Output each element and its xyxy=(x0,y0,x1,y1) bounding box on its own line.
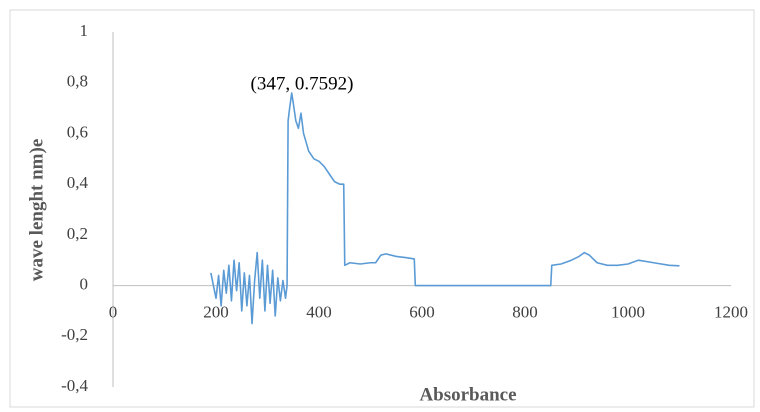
x-tick-label: 600 xyxy=(409,302,435,321)
x-tick-label: 0 xyxy=(109,302,118,321)
x-axis-title: Absorbance xyxy=(419,384,516,405)
chart-border xyxy=(9,9,755,408)
data-line xyxy=(210,92,680,325)
y-tick-label: 1 xyxy=(80,21,89,40)
y-tick-label: -0,4 xyxy=(61,376,88,395)
y-axis-title: wave lenght nm)e xyxy=(26,139,47,281)
x-tick-label: 1200 xyxy=(714,302,748,321)
y-tick-label: 0,6 xyxy=(67,122,88,141)
y-tick-label: -0,2 xyxy=(61,325,88,344)
annotation: (347, 0.7592) xyxy=(251,73,354,94)
y-tick-label: 0,8 xyxy=(67,72,88,91)
y-tick-label: 0 xyxy=(80,274,89,293)
x-tick-label: 400 xyxy=(306,302,332,321)
y-tick-label: 0,2 xyxy=(67,224,88,243)
x-tick-label: 200 xyxy=(203,302,229,321)
y-tick-label: 0,4 xyxy=(67,173,89,192)
x-tick-label: 1000 xyxy=(611,302,645,321)
x-tick-label: 800 xyxy=(512,302,538,321)
